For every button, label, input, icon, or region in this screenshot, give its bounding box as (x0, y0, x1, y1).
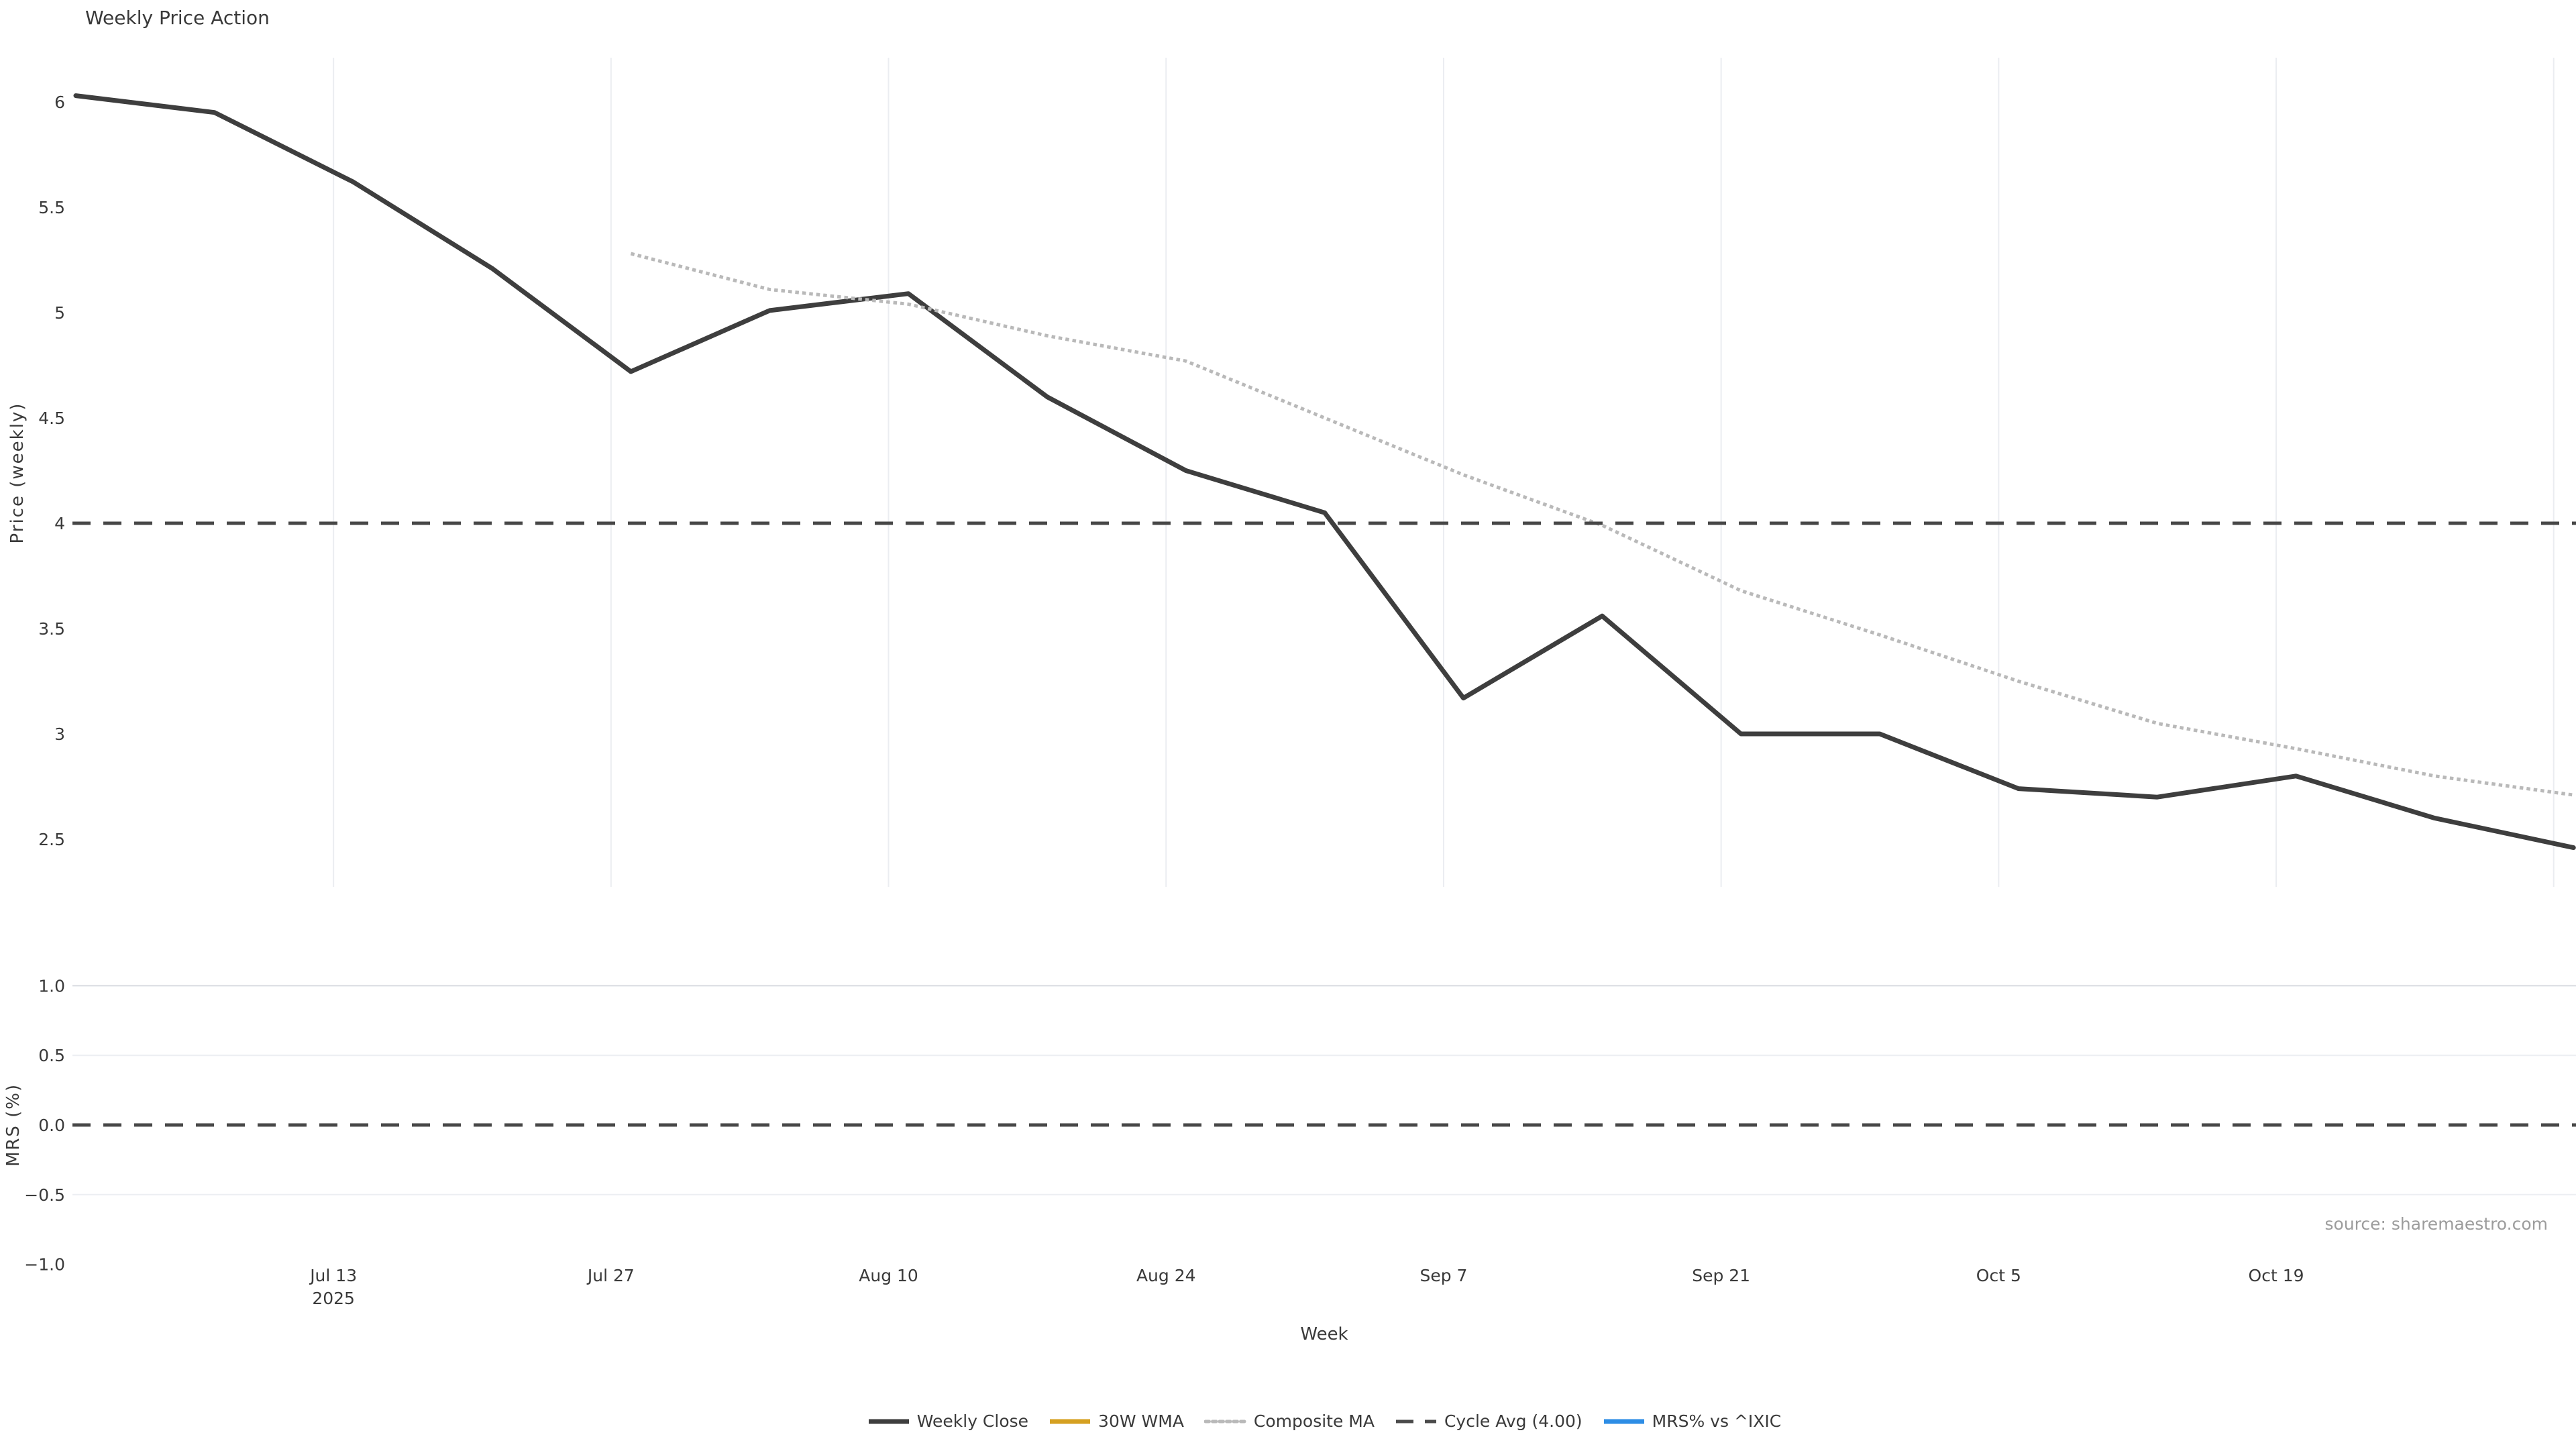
y-tick-label: −0.5 (24, 1185, 65, 1205)
x-tick-label: Aug 10 (859, 1266, 918, 1285)
y-tick-label: 3.5 (38, 619, 65, 639)
y-tick-label: 5.5 (38, 198, 65, 217)
legend: Weekly Close 30W WMA Composite MA Cycle … (72, 1411, 2576, 1431)
x-tick-label: Jul 27 (586, 1266, 635, 1285)
x-tick-label: Oct 19 (2249, 1266, 2304, 1285)
legend-swatch-mrs-line (1603, 1419, 1644, 1424)
legend-item-30w-wma[interactable]: 30W WMA (1049, 1411, 1184, 1431)
legend-item-weekly-close[interactable]: Weekly Close (867, 1411, 1028, 1431)
x-tick-label: Sep 7 (1419, 1266, 1467, 1285)
legend-label: MRS% vs ^IXIC (1652, 1411, 1782, 1431)
legend-swatch-cycle-avg-line (1395, 1419, 1436, 1423)
y-tick-label: −1.0 (24, 1255, 65, 1275)
legend-item-cycle-avg[interactable]: Cycle Avg (4.00) (1395, 1411, 1582, 1431)
y-tick-label: 0.0 (38, 1116, 65, 1135)
y-tick-label: 4.5 (38, 409, 65, 428)
y-tick-label: 3 (54, 724, 65, 744)
x-tick-label: Jul 13 (309, 1266, 357, 1285)
source-credit: source: sharemaestro.com (2324, 1214, 2548, 1234)
legend-swatch-composite-ma-line (1203, 1419, 1247, 1423)
y-tick-label: 6 (54, 93, 65, 112)
x-tick-label: Aug 24 (1136, 1266, 1196, 1285)
legend-item-composite-ma[interactable]: Composite MA (1203, 1411, 1375, 1431)
chart-title: Weekly Price Action (85, 7, 270, 29)
legend-swatch-30w-wma-line (1050, 1419, 1091, 1424)
y-tick-label: 4 (54, 514, 65, 533)
legend-label: Cycle Avg (4.00) (1444, 1411, 1582, 1431)
series-line-weekly-close (73, 93, 2576, 851)
x-tick-year-label: 2025 (312, 1289, 355, 1308)
x-axis-title: Week (1300, 1324, 1348, 1344)
y-tick-label: 2.5 (38, 830, 65, 849)
y-tick-label: 0.5 (38, 1046, 65, 1065)
y-axis-title-price: Price (weekly) (7, 402, 28, 544)
legend-label: 30W WMA (1098, 1411, 1184, 1431)
x-tick-label: Sep 21 (1692, 1266, 1750, 1285)
series-line-composite-ma (630, 252, 2574, 797)
legend-label: Weekly Close (916, 1411, 1029, 1431)
legend-label: Composite MA (1253, 1411, 1375, 1431)
legend-swatch-weekly-close-line (868, 1419, 909, 1424)
legend-item-mrs-vs-ixic[interactable]: MRS% vs ^IXIC (1603, 1411, 1782, 1431)
y-tick-label: 5 (54, 303, 65, 323)
y-axis-title-mrs: MRS (%) (3, 1083, 23, 1167)
x-tick-label: Oct 5 (1976, 1266, 2021, 1285)
y-tick-label: 1.0 (38, 976, 65, 996)
